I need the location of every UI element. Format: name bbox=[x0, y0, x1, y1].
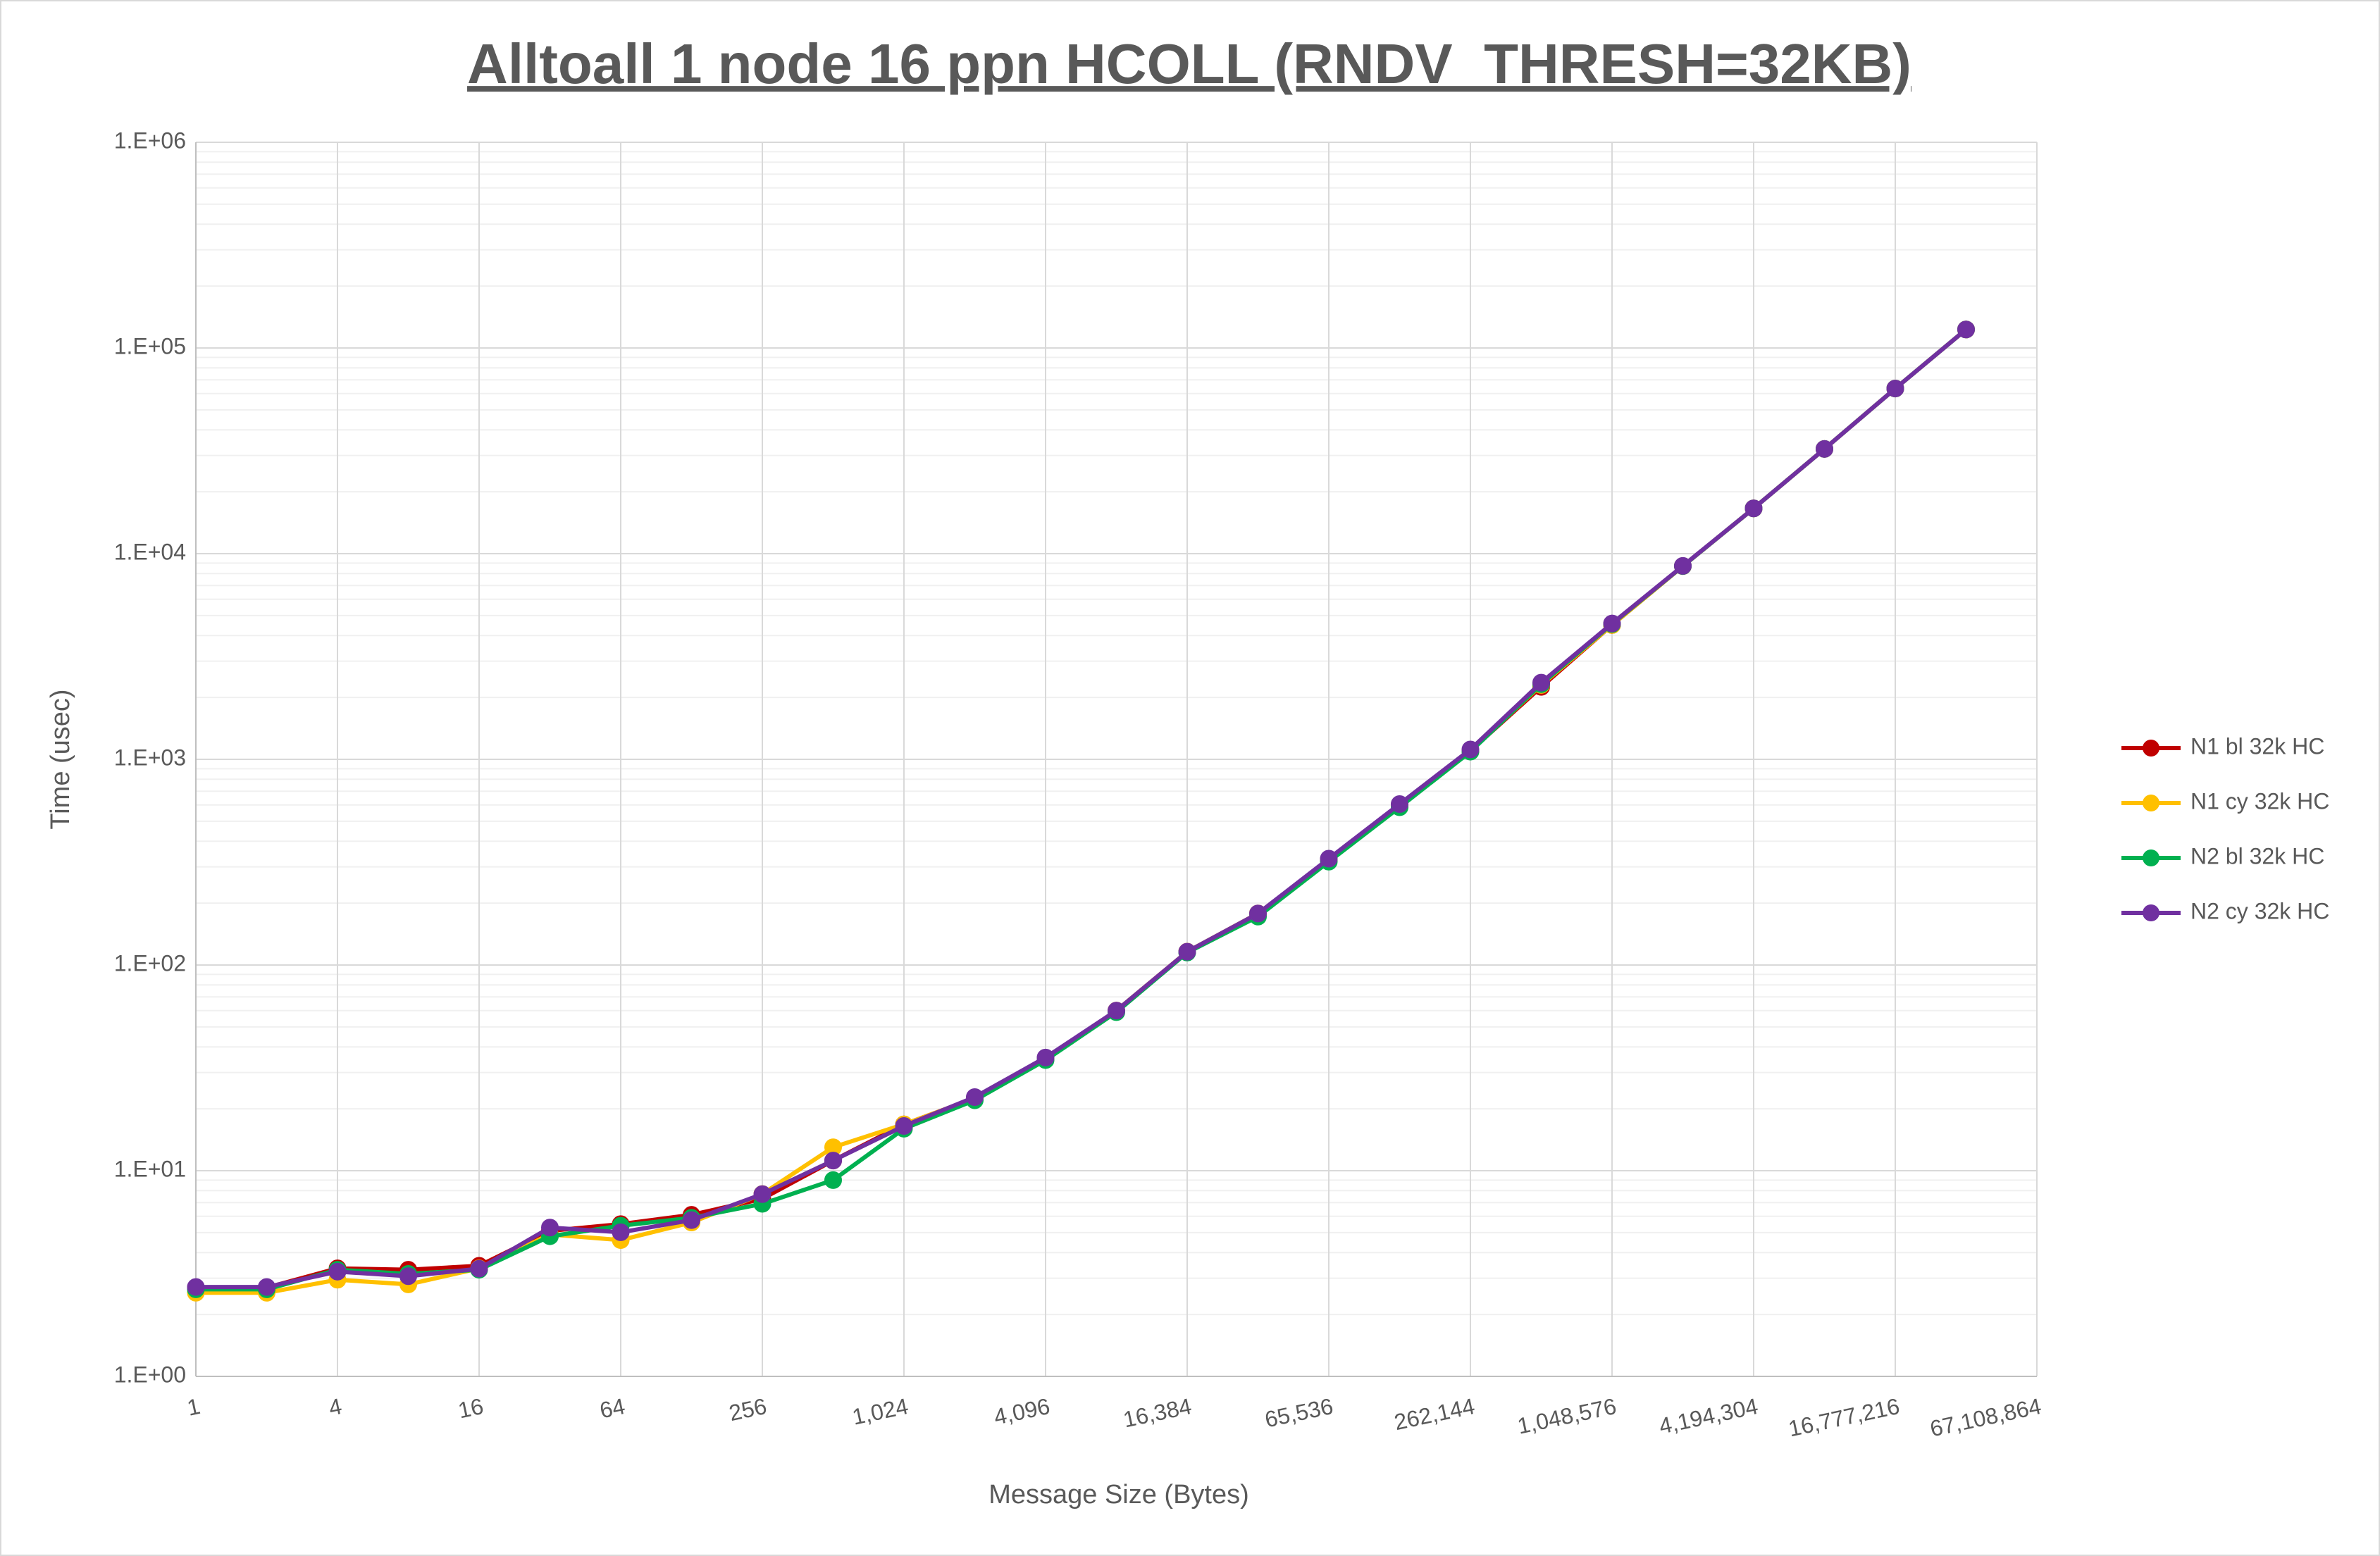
chart-title: Alltoall 1 node 16 ppn HCOLL (RNDV_THRES… bbox=[467, 32, 1911, 95]
data-point bbox=[683, 1211, 700, 1229]
data-point bbox=[1532, 673, 1550, 692]
data-point bbox=[612, 1223, 630, 1241]
data-point bbox=[541, 1219, 559, 1237]
data-point bbox=[1674, 556, 1692, 575]
legend-label: N2 cy 32k HC bbox=[2190, 898, 2329, 923]
data-point bbox=[1957, 320, 1975, 339]
data-point bbox=[895, 1116, 913, 1135]
data-point bbox=[1249, 904, 1267, 923]
y-tick-label: 1.E+01 bbox=[114, 1156, 186, 1181]
data-point bbox=[1108, 1002, 1125, 1020]
y-tick-label: 1.E+05 bbox=[114, 333, 186, 359]
data-point bbox=[1320, 849, 1338, 868]
legend-marker bbox=[2143, 904, 2159, 921]
y-tick-label: 1.E+06 bbox=[114, 127, 186, 153]
data-point bbox=[1391, 795, 1408, 814]
y-tick-label: 1.E+02 bbox=[114, 950, 186, 976]
data-point bbox=[1816, 440, 1833, 458]
data-point bbox=[399, 1267, 417, 1286]
legend-label: N1 bl 32k HC bbox=[2190, 733, 2324, 759]
y-tick-label: 1.E+00 bbox=[114, 1362, 186, 1387]
data-point bbox=[258, 1278, 275, 1296]
x-tick-label: 64 bbox=[597, 1393, 627, 1424]
y-axis-label: Time (usec) bbox=[46, 689, 75, 829]
data-point bbox=[966, 1088, 984, 1106]
y-tick-label: 1.E+03 bbox=[114, 745, 186, 770]
x-tick-label: 16 bbox=[456, 1393, 485, 1424]
data-point bbox=[328, 1262, 347, 1281]
data-point bbox=[187, 1278, 205, 1296]
data-point bbox=[824, 1171, 842, 1189]
data-point bbox=[1036, 1048, 1055, 1066]
legend-label: N1 cy 32k HC bbox=[2190, 788, 2329, 814]
x-axis-label: Message Size (Bytes) bbox=[988, 1480, 1249, 1510]
data-point bbox=[470, 1259, 488, 1278]
data-point bbox=[1603, 614, 1621, 633]
legend-marker bbox=[2143, 795, 2159, 811]
series-line bbox=[196, 328, 1968, 1290]
y-tick-label: 1.E+04 bbox=[114, 539, 186, 564]
data-point bbox=[824, 1152, 842, 1170]
data-point bbox=[1886, 380, 1904, 398]
data-point bbox=[753, 1185, 771, 1203]
legend-label: N2 bl 32k HC bbox=[2190, 843, 2324, 869]
data-point bbox=[1744, 499, 1763, 518]
legend-marker bbox=[2143, 740, 2159, 757]
data-point bbox=[1178, 942, 1196, 961]
data-point bbox=[1461, 740, 1480, 759]
legend-marker bbox=[2143, 849, 2159, 866]
